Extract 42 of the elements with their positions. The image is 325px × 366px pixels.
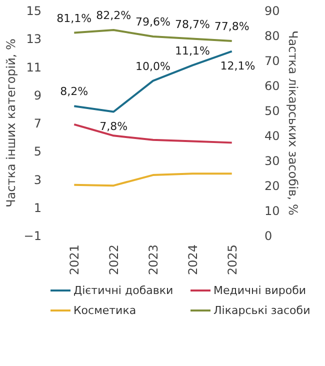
legend-label: Медичні вироби <box>214 284 306 297</box>
legend-label: Косметика <box>74 304 136 317</box>
data-label: 11,1% <box>174 44 210 58</box>
y-tick-label: 3 <box>34 172 42 187</box>
y2-tick-label: 50 <box>264 104 280 118</box>
data-label: 10,0% <box>136 60 170 73</box>
x-tick-label: 2024 <box>186 244 200 276</box>
line-series <box>73 123 233 144</box>
y-tick-label: 9 <box>34 88 42 102</box>
y-tick-label: 7 <box>34 116 42 130</box>
y2-tick-label: 20 <box>264 179 280 193</box>
y-tick-label: 5 <box>34 144 42 159</box>
x-tick-label: 2025 <box>225 244 240 276</box>
y2-axis-title: Частка лікарських засобів, % <box>286 30 300 216</box>
y2-tick-label: 80 <box>264 29 280 43</box>
y-tick-label: 11 <box>26 60 42 74</box>
data-label: 78,7% <box>174 18 210 31</box>
legend-label: Лікарські засоби <box>214 304 310 317</box>
x-tick-label: 2022 <box>107 244 122 276</box>
x-tick-label: 2023 <box>146 244 160 276</box>
y-tick-label: −1 <box>24 229 42 243</box>
y-tick-label: 1 <box>34 200 42 215</box>
y2-tick-label: 10 <box>264 204 280 218</box>
data-label: 12,1% <box>220 59 256 72</box>
data-label: 77,8% <box>214 20 250 33</box>
y-tick-label: 13 <box>26 32 42 46</box>
line-series <box>73 172 233 187</box>
y2-tick-label: 40 <box>264 129 280 143</box>
x-tick-label: 2021 <box>68 244 82 276</box>
data-label: 79,6% <box>136 16 170 28</box>
y2-tick-label: 70 <box>264 54 280 68</box>
y-tick-label: 15 <box>26 4 42 18</box>
y2-tick-label: 30 <box>264 154 280 168</box>
y2-tick-label: 60 <box>264 79 280 93</box>
y-axis-title: Частка інших категорій, % <box>4 38 18 208</box>
legend-label: Дієтичні добавки <box>74 284 174 297</box>
data-label: 81,1% <box>56 12 92 25</box>
data-label: 8,2% <box>60 85 88 98</box>
data-label: 7,8% <box>100 120 128 133</box>
y2-tick-label: 0 <box>264 229 272 243</box>
y2-tick-label: 90 <box>264 4 280 18</box>
data-label: 82,2% <box>96 9 132 22</box>
